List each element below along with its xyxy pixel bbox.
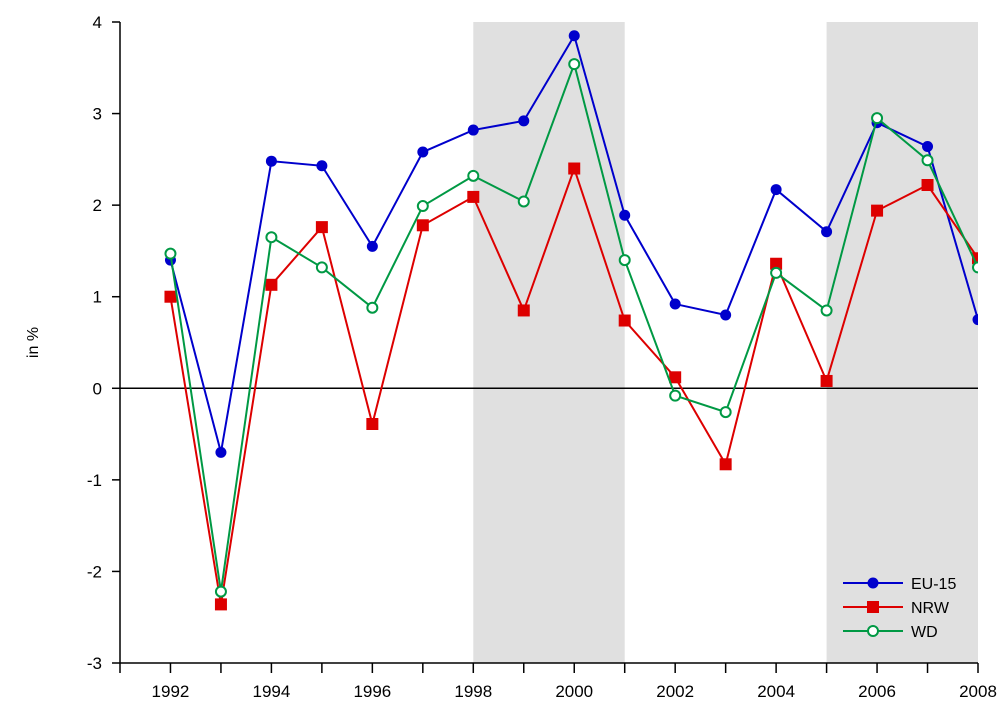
data-point <box>820 374 833 387</box>
data-point <box>719 406 732 419</box>
y-tick-label: 3 <box>93 105 102 124</box>
data-point <box>618 254 631 267</box>
data-point <box>669 389 682 402</box>
data-point <box>669 298 681 310</box>
data-point <box>921 154 934 167</box>
data-point <box>214 598 227 611</box>
data-point <box>366 417 379 430</box>
x-tick-label: 1992 <box>152 682 190 701</box>
data-point <box>417 146 429 158</box>
data-point <box>265 155 277 167</box>
data-point <box>265 278 278 291</box>
shaded-periods <box>473 22 978 663</box>
data-point <box>972 314 978 326</box>
shaded-period-1 <box>826 22 978 663</box>
data-point <box>214 585 227 598</box>
legend-label: WD <box>911 624 938 641</box>
legend-entry-eu-15: EU-15 <box>843 576 956 593</box>
data-point <box>972 261 978 274</box>
data-point <box>315 221 328 234</box>
x-tick-label: 1998 <box>454 682 492 701</box>
data-point <box>416 200 429 213</box>
data-point <box>922 141 934 153</box>
data-point <box>517 195 530 208</box>
x-tick-label: 2000 <box>555 682 593 701</box>
data-point <box>619 209 631 221</box>
y-axis-label: in % <box>25 327 42 358</box>
data-point <box>720 309 732 321</box>
series-eu-15 <box>164 30 978 458</box>
data-point <box>568 58 581 71</box>
y-tick-label: 1 <box>93 288 102 307</box>
legend-entry-wd: WD <box>843 624 938 641</box>
data-point <box>568 30 580 42</box>
data-point <box>871 112 884 125</box>
y-tick-label: 4 <box>93 13 102 32</box>
data-point <box>316 160 328 172</box>
data-point <box>972 252 978 265</box>
data-point <box>164 290 177 303</box>
data-point <box>366 240 378 252</box>
x-tick-label: 2008 <box>959 682 997 701</box>
series-wd <box>164 58 978 598</box>
series-nrw <box>164 162 978 611</box>
legend-marker <box>867 601 879 613</box>
x-tick-label: 2002 <box>656 682 694 701</box>
data-point <box>215 446 227 458</box>
data-point <box>719 458 732 471</box>
data-point <box>265 231 278 244</box>
x-tick-label: 2006 <box>858 682 896 701</box>
legend-marker <box>867 577 879 589</box>
series-layer <box>164 30 978 611</box>
legend-label: NRW <box>911 600 950 617</box>
legend: EU-15 NRW WD <box>843 576 956 641</box>
data-point <box>366 301 379 314</box>
legend-entry-nrw: NRW <box>843 600 950 617</box>
data-point <box>164 247 177 260</box>
data-point <box>618 314 631 327</box>
x-tick-label: 1996 <box>353 682 391 701</box>
legend-marker <box>867 625 879 637</box>
data-point <box>517 304 530 317</box>
y-tick-label: 2 <box>93 196 102 215</box>
data-point <box>770 257 783 270</box>
data-point <box>568 162 581 175</box>
legend-label: EU-15 <box>911 576 956 593</box>
y-tick-label: -2 <box>87 562 102 581</box>
y-tick-label: -1 <box>87 471 102 490</box>
data-point <box>821 226 833 238</box>
data-point <box>467 124 479 136</box>
data-point <box>416 219 429 232</box>
data-point <box>770 266 783 279</box>
shaded-period-0 <box>473 22 625 663</box>
data-point <box>518 115 530 127</box>
data-point <box>467 190 480 203</box>
y-tick-label: 0 <box>93 379 102 398</box>
data-point <box>315 261 328 274</box>
data-point <box>921 178 934 191</box>
data-point <box>770 184 782 196</box>
x-tick-label: 2004 <box>757 682 795 701</box>
data-point <box>871 204 884 217</box>
axes: -3 -2 -1 0 1 2 3 4 1992 1994 1996 1998 2000 2002 2004 2… <box>87 13 997 701</box>
data-point <box>467 169 480 182</box>
data-point <box>820 304 833 317</box>
y-tick-label: -3 <box>87 654 102 673</box>
data-point <box>669 371 682 384</box>
x-tick-label: 1994 <box>252 682 290 701</box>
